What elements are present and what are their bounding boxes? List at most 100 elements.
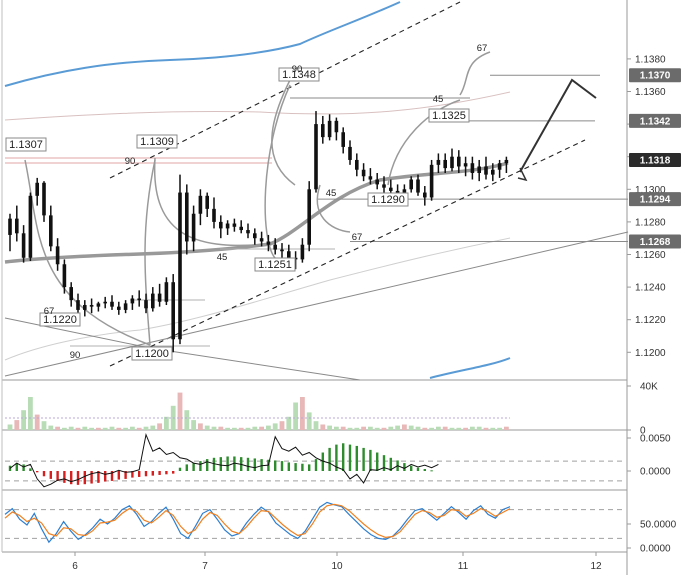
volume-bar (313, 421, 319, 430)
price-annotation-label: 1.1348 (282, 69, 316, 81)
volume-bar (476, 426, 482, 430)
candle-body (389, 187, 393, 191)
candle-body (341, 132, 345, 147)
candle-body (28, 195, 33, 258)
volume-bar (442, 426, 448, 430)
fib-arc (459, 51, 491, 96)
candle-body (55, 246, 60, 265)
macd-line (9, 432, 439, 488)
price-annotation: 1.1200 (131, 346, 173, 361)
macd-histogram-bar (151, 471, 154, 476)
price-tick-label: 1.1200 (635, 348, 666, 359)
macd-tick-label: 0.0050 (640, 434, 671, 445)
candle-body (287, 251, 291, 258)
volume-bar (293, 402, 298, 430)
macd-histogram-bar (110, 471, 114, 481)
macd-histogram-bar (206, 459, 209, 471)
macd-histogram-bar (253, 458, 256, 471)
volume-bar (204, 425, 210, 430)
macd-histogram-bar (342, 443, 345, 471)
price-badge-label: 1.1318 (640, 155, 671, 166)
price-annotation-label: 1.1325 (432, 110, 466, 122)
volume-bar (388, 426, 394, 430)
price-badge: 1.1370 (629, 68, 681, 83)
candle-body (307, 189, 311, 245)
stochastic-slow-line (4, 503, 511, 539)
macd-histogram-bar (369, 449, 372, 471)
volume-bar (354, 427, 360, 430)
macd-histogram-bar (192, 463, 195, 471)
macd-histogram-bar (246, 457, 250, 471)
volume-bar (7, 424, 13, 430)
macd-histogram-bar (83, 471, 86, 485)
volume-bar (116, 427, 122, 430)
candle-body (355, 159, 359, 170)
volume-bar (55, 426, 60, 430)
volume-bar (164, 416, 169, 430)
candle-body (470, 163, 475, 173)
projection-path (519, 78, 597, 173)
stochastic-tick-label: 50.0000 (640, 520, 677, 531)
fib-arc (271, 79, 296, 186)
candle-body (164, 282, 169, 302)
volume-bar (361, 426, 366, 430)
stochastic-tick-label: 0.0000 (640, 544, 671, 555)
candle-body (157, 293, 162, 302)
volume-bar (415, 426, 421, 430)
volume-bar (62, 427, 67, 430)
candle-body (375, 179, 379, 185)
volume-bar (306, 412, 312, 430)
volume-bar (157, 423, 162, 430)
trend-line (4, 231, 629, 377)
volume-bar (41, 421, 47, 430)
volume-bar (408, 425, 414, 430)
volume-bar (218, 426, 224, 430)
volume-bar (102, 427, 108, 430)
macd-histogram-bar (423, 469, 426, 471)
fib-level-label: 90 (70, 350, 81, 361)
candle-body (239, 226, 243, 231)
price-badge-box (629, 113, 681, 128)
volume-bar (490, 427, 496, 430)
volume-bar (238, 427, 244, 430)
candle-body (253, 233, 257, 239)
macd-histogram-bar (219, 457, 222, 471)
price-badge: 1.1342 (629, 113, 681, 128)
candle-body (96, 303, 101, 307)
candle-body (416, 179, 420, 193)
macd-histogram-bar (97, 471, 100, 483)
volume-bar (272, 423, 278, 430)
volume-bar (300, 397, 305, 430)
date-tick-label: 12 (590, 561, 602, 572)
candle-body (212, 208, 216, 222)
macd-histogram-bar (410, 465, 413, 471)
candle-body (144, 300, 148, 309)
volume-bar (89, 427, 94, 430)
fib-arc (316, 184, 351, 233)
price-badge-label: 1.1294 (640, 195, 671, 206)
channel-upper-line (109, 1, 461, 179)
macd-histogram-bar (362, 447, 365, 471)
macd-histogram-bar (36, 471, 39, 473)
volume-bar (184, 410, 190, 430)
volume-bar (177, 392, 183, 430)
macd-histogram-bar (274, 460, 277, 471)
fib-level-label: 90 (292, 64, 303, 75)
macd-histogram-bar (308, 464, 311, 471)
lower-envelope-line (4, 237, 511, 361)
candle-body (185, 192, 189, 242)
macd-histogram-bar (70, 471, 73, 485)
candle-body (477, 166, 481, 173)
fib-arc (264, 84, 291, 259)
fib-level-label: 45 (217, 252, 228, 263)
candle-body (21, 233, 26, 258)
candle-body (457, 156, 461, 167)
macd-histogram-bar (226, 456, 229, 471)
candle-body (15, 218, 19, 234)
macd-histogram-bar (430, 470, 433, 472)
candle-body (293, 257, 298, 260)
candle-body (130, 298, 135, 304)
candle-body (35, 182, 39, 196)
